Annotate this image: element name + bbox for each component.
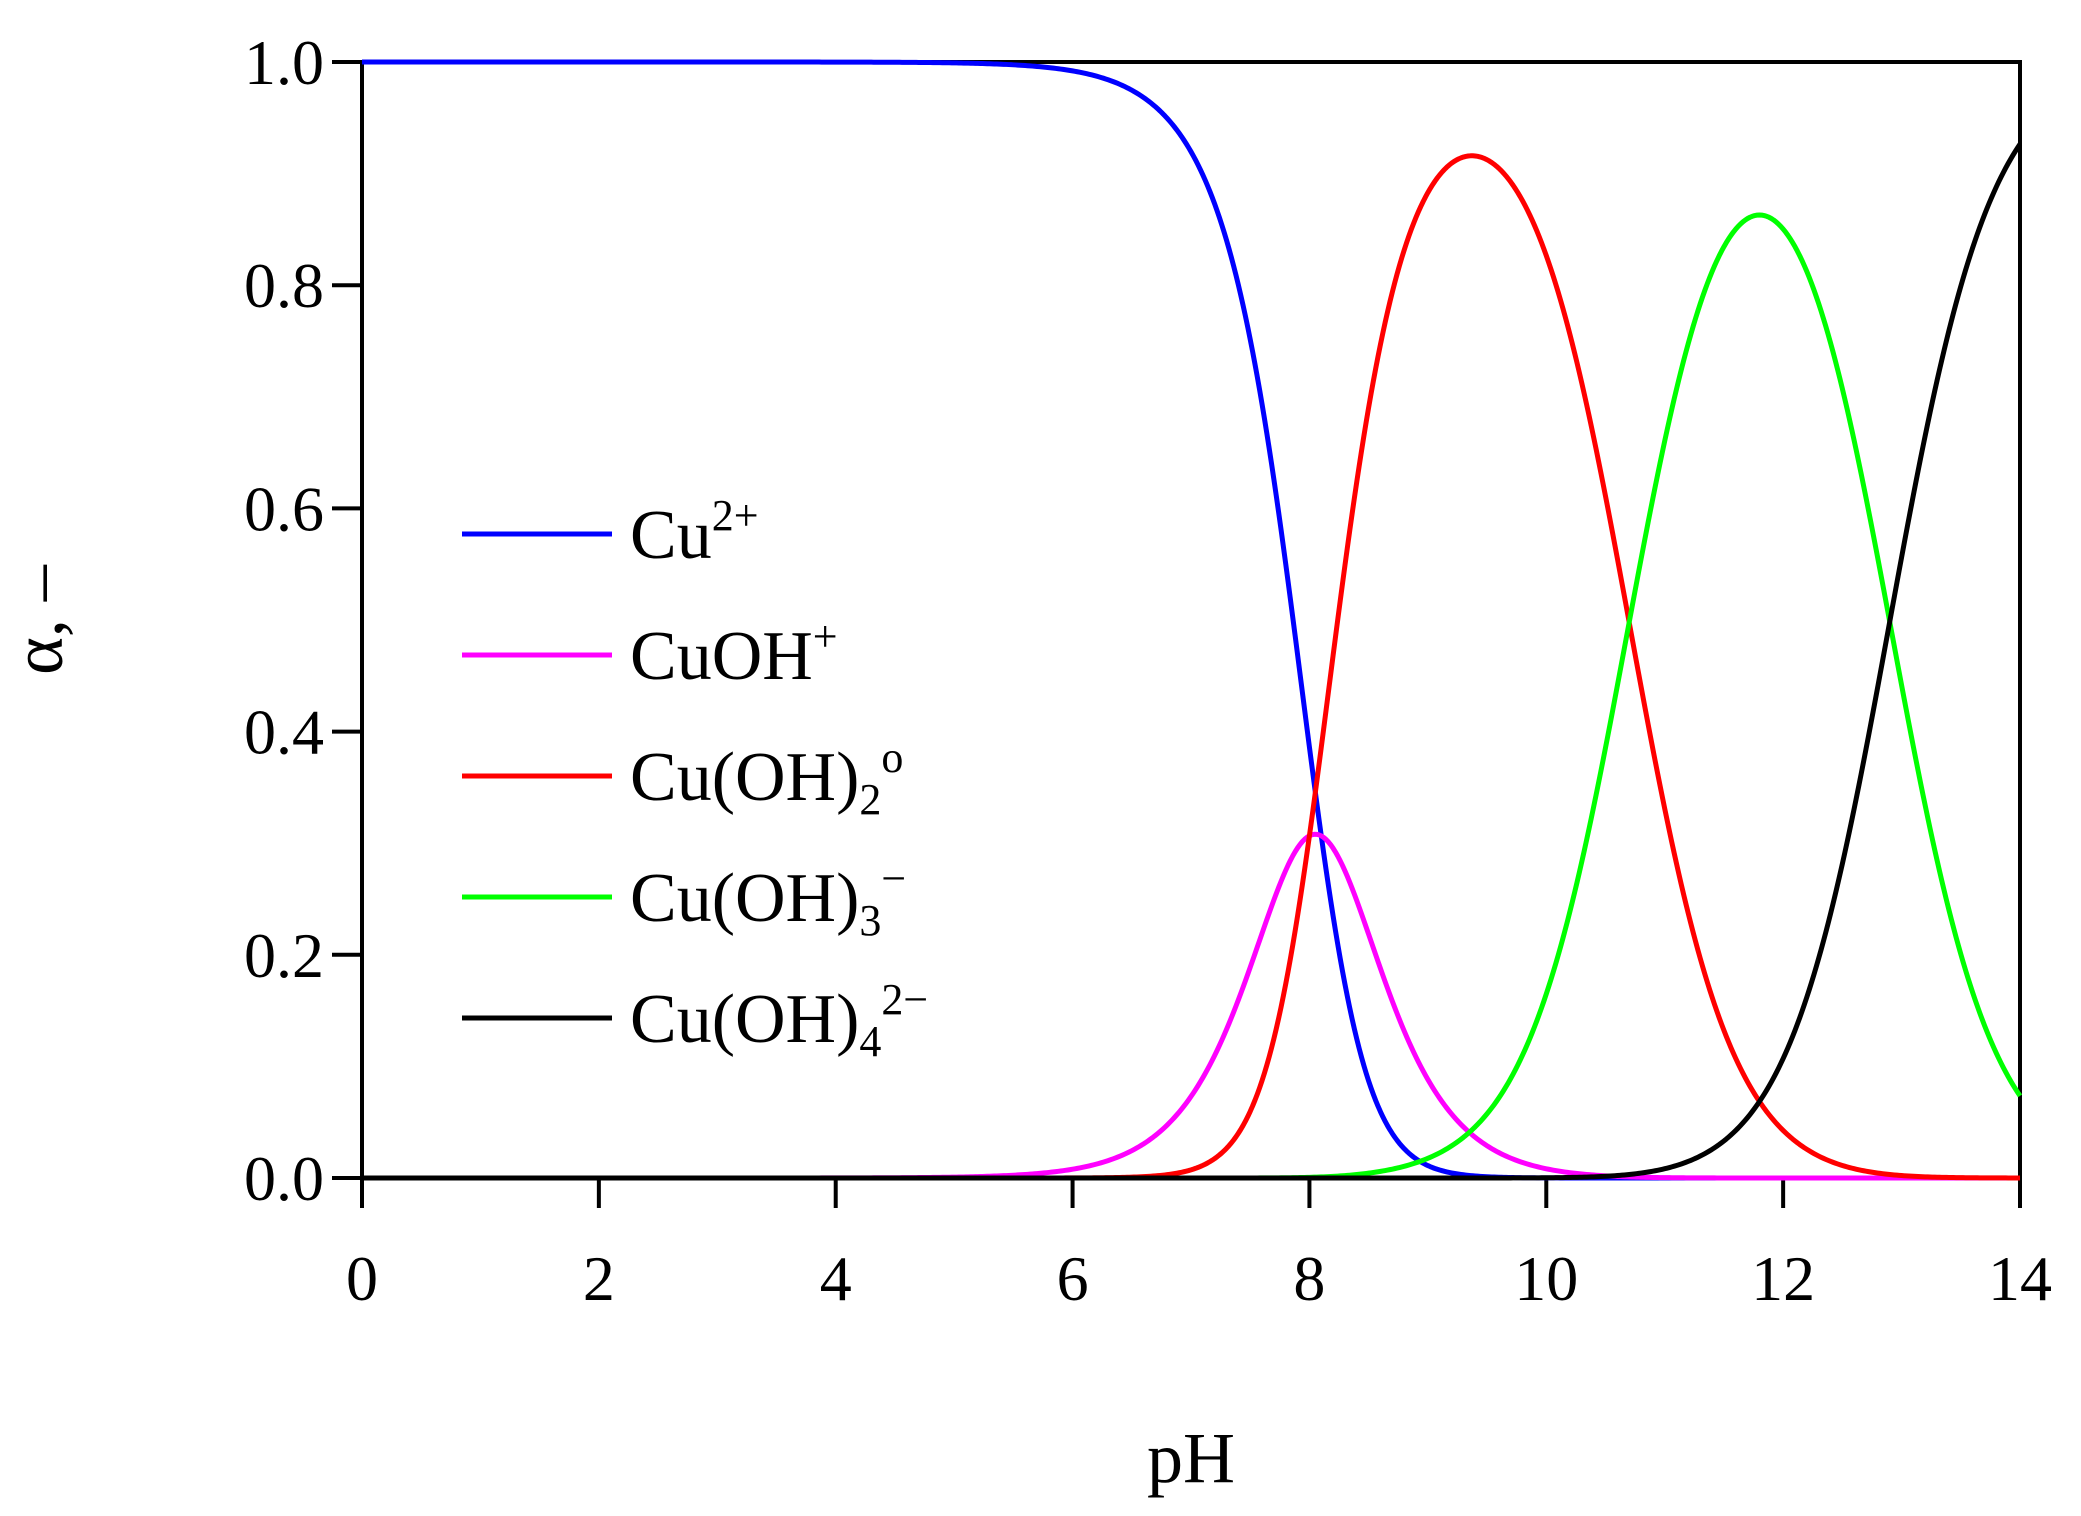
x-tick-label: 8 [1293,1243,1325,1314]
axes-frame [360,60,2022,1180]
y-tick-label: 0.2 [244,920,324,991]
series-line-1 [361,59,2021,1181]
x-tick-label: 14 [1988,1243,2052,1314]
y-tick-label: 0.0 [244,1143,324,1214]
y-tick-label: 0.6 [244,473,324,544]
y-tick-label: 0.4 [244,697,324,768]
tick-labels: 0 2 4 6 8 10 12 14 0.0 0.2 0.4 0.6 0.8 1.0 [244,27,2052,1314]
legend-label-2: CuOH+ [630,612,838,695]
x-tick-label: 2 [583,1243,615,1314]
x-tick-label: 4 [820,1243,852,1314]
y-tick-label: 0.8 [244,250,324,321]
series-line-4 [361,212,2023,1181]
y-axis-title: α, – [0,564,78,675]
x-tick-label: 6 [1057,1243,1089,1314]
legend-label-4: Cu(OH)3− [630,854,906,945]
y-tick-label: 1.0 [244,27,324,98]
series-line-3 [361,153,2021,1181]
legend-label-1: Cu2+ [630,491,759,574]
tick-marks [332,60,2022,1208]
legend-label-3: Cu(OH)2o [630,733,903,824]
x-tick-label: 0 [346,1243,378,1314]
x-tick-label: 10 [1514,1243,1578,1314]
plot-area-border [360,60,2022,1180]
legend: Cu2+ CuOH+ Cu(OH)2o Cu(OH)3− Cu(OH)42− [462,491,928,1066]
data-series [361,59,2023,1181]
series-line-2 [361,831,2021,1181]
x-axis-title: pH [1147,1418,1235,1498]
legend-label-5: Cu(OH)42− [630,975,928,1066]
x-tick-label: 12 [1751,1243,1815,1314]
series-line-5 [361,142,2023,1181]
